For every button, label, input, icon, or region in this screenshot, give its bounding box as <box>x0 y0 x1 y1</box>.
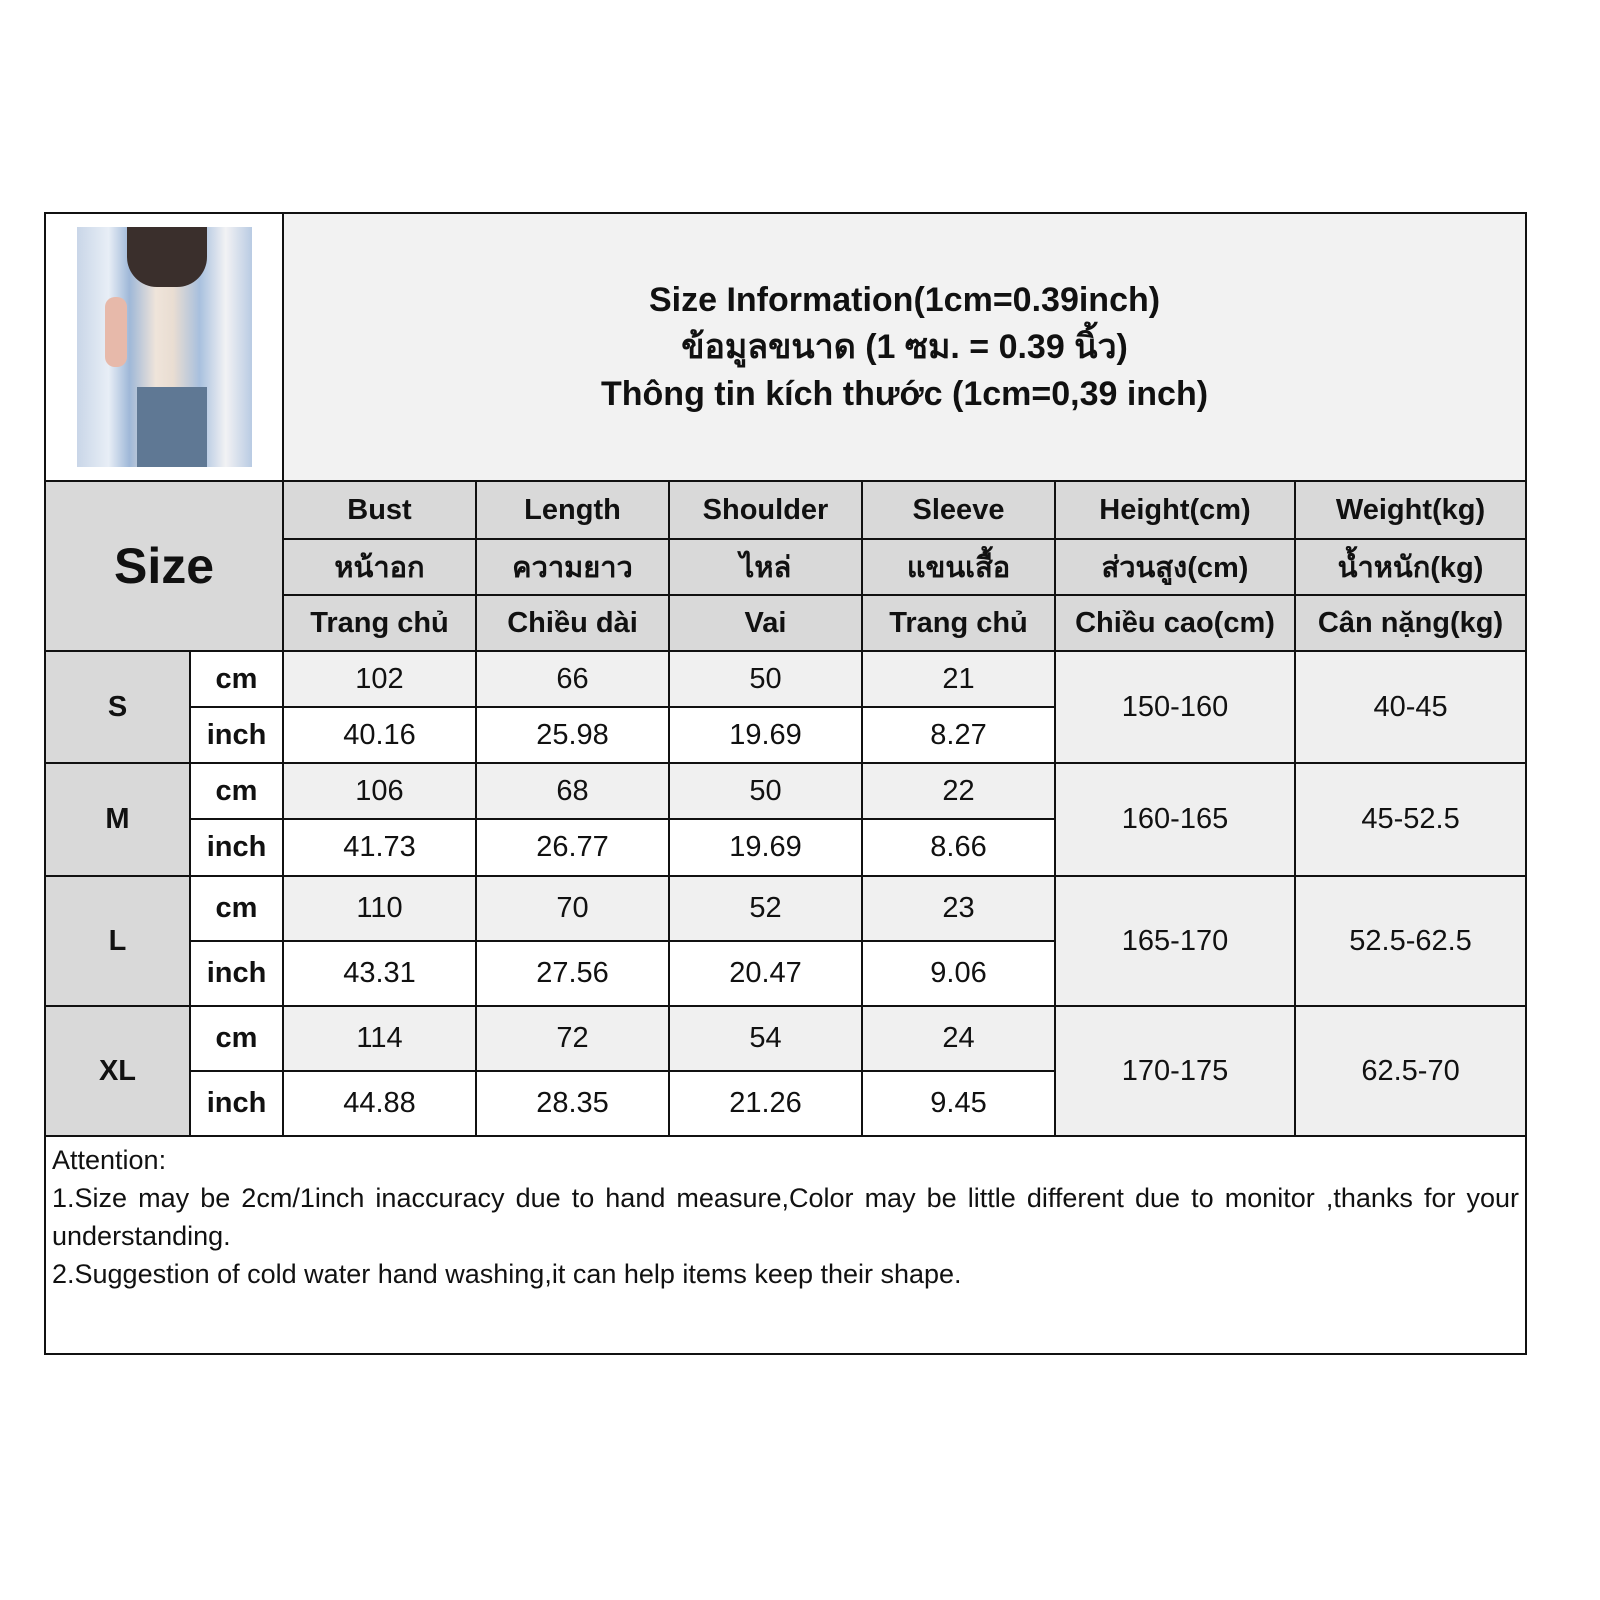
unit-label: inch <box>189 1070 284 1137</box>
header-row-th: หน้าอก ความยาว ไหล่ แขนเสื้อ ส่วนสูง(cm) น้ำห… <box>45 538 1528 596</box>
size-row-L-inch: inch 43.31 27.56 20.47 9.06 <box>45 940 1526 1007</box>
unit-label: cm <box>189 875 284 942</box>
size-row-S-inch: inch 40.16 25.98 19.69 8.27 <box>45 706 1526 764</box>
unit-label: cm <box>189 1005 284 1072</box>
measurement-cell: 44.88 <box>282 1070 477 1137</box>
column-header: Weight(kg) <box>1293 480 1528 540</box>
measurement-cell: 43.31 <box>282 940 477 1007</box>
measurement-cell: 21 <box>861 650 1056 708</box>
measurement-cell: 70 <box>475 875 670 942</box>
column-header: ไหล่ <box>668 538 863 596</box>
measurement-cell: 19.69 <box>668 706 863 764</box>
measurement-cell: 8.27 <box>861 706 1056 764</box>
column-header: Trang chủ <box>861 594 1056 652</box>
unit-label: cm <box>189 762 284 820</box>
column-header: ความยาว <box>475 538 670 596</box>
column-header: Height(cm) <box>1054 480 1296 540</box>
measurement-cell: 9.06 <box>861 940 1056 1007</box>
measurement-cell: 66 <box>475 650 670 708</box>
measurement-cell: 102 <box>282 650 477 708</box>
column-header: หน้าอก <box>282 538 477 596</box>
measurement-cell: 19.69 <box>668 818 863 877</box>
height-range: 170-175 <box>1054 1005 1296 1137</box>
size-row-M-inch: inch 41.73 26.77 19.69 8.66 <box>45 818 1526 877</box>
measurement-cell: 20.47 <box>668 940 863 1007</box>
height-range: 165-170 <box>1054 875 1296 1007</box>
column-header: Length <box>475 480 670 540</box>
height-range: 150-160 <box>1054 650 1296 764</box>
height-range: 160-165 <box>1054 762 1296 877</box>
unit-label: inch <box>189 940 284 1007</box>
product-photo <box>76 227 252 467</box>
column-header: ส่วนสูง(cm) <box>1054 538 1296 596</box>
measurement-cell: 52 <box>668 875 863 942</box>
attention-heading: Attention: <box>52 1145 167 1175</box>
column-header: แขนเสื้อ <box>861 538 1056 596</box>
attention-row: Attention: 1.Size may be 2cm/1inch inaccu… <box>43 1135 1528 1355</box>
column-header: Vai <box>668 594 863 652</box>
attention-notes: Attention: 1.Size may be 2cm/1inch inaccu… <box>43 1135 1528 1355</box>
size-row-XL-cm: XL cm 114 72 54 24 170-175 62.5-70 <box>44 1005 1528 1137</box>
unit-label: cm <box>189 650 284 708</box>
measurement-cell: 50 <box>668 650 863 708</box>
measurement-cell: 41.73 <box>282 818 477 877</box>
size-label: S <box>44 650 191 764</box>
measurement-cell: 54 <box>668 1005 863 1072</box>
unit-label: inch <box>189 818 284 877</box>
size-label: M <box>44 762 191 877</box>
column-header: Chiều dài <box>475 594 670 652</box>
size-chart-table: Size Information(1cm=0.39inch) ข้อมูลขนา… <box>43 212 1528 1355</box>
column-header: Cân nặng(kg) <box>1293 594 1528 652</box>
measurement-cell: 26.77 <box>475 818 670 877</box>
measurement-cell: 40.16 <box>282 706 477 764</box>
column-header: Shoulder <box>668 480 863 540</box>
weight-range: 40-45 <box>1293 650 1528 764</box>
column-header: Sleeve <box>861 480 1056 540</box>
weight-range: 62.5-70 <box>1293 1005 1528 1137</box>
measurement-cell: 27.56 <box>475 940 670 1007</box>
attention-note: 1.Size may be 2cm/1inch inaccuracy due t… <box>52 1183 1520 1251</box>
size-header: Size <box>44 480 284 652</box>
measurement-cell: 106 <box>282 762 477 820</box>
measurement-cell: 8.66 <box>861 818 1056 877</box>
measurement-cell: 50 <box>668 762 863 820</box>
weight-range: 45-52.5 <box>1293 762 1528 877</box>
title-english: Size Information(1cm=0.39inch) <box>648 280 1161 319</box>
column-header: Chiều cao(cm) <box>1054 594 1296 652</box>
size-label: XL <box>44 1005 191 1137</box>
measurement-cell: 72 <box>475 1005 670 1072</box>
column-header: Trang chủ <box>282 594 477 652</box>
unit-label: inch <box>189 706 284 764</box>
title-cell: Size Information(1cm=0.39inch) ข้อมูลขนา… <box>281 212 1528 482</box>
measurement-cell: 28.35 <box>475 1070 670 1137</box>
size-row-XL-inch: inch 44.88 28.35 21.26 9.45 <box>45 1070 1526 1137</box>
weight-range: 52.5-62.5 <box>1293 875 1528 1007</box>
measurement-cell: 114 <box>282 1005 477 1072</box>
product-image-cell <box>44 212 284 482</box>
column-header: Bust <box>282 480 477 540</box>
column-header: น้ำหนัก(kg) <box>1293 538 1528 596</box>
title-thai: ข้อมูลขนาด (1 ซม. = 0.39 นิ้ว) <box>681 327 1128 366</box>
measurement-cell: 22 <box>861 762 1056 820</box>
measurement-cell: 24 <box>861 1005 1056 1072</box>
measurement-cell: 23 <box>861 875 1056 942</box>
header-row-en: Size Bust Length Shoulder Sleeve Height(cm) We… <box>44 480 1528 652</box>
measurement-cell: 110 <box>282 875 477 942</box>
size-label: L <box>44 875 191 1007</box>
header-row-vi: Trang chủ Chiều dài Vai Trang chủ Chiều cao(… <box>45 594 1528 652</box>
measurement-cell: 25.98 <box>475 706 670 764</box>
measurement-cell: 21.26 <box>668 1070 863 1137</box>
measurement-cell: 9.45 <box>861 1070 1056 1137</box>
title-vietnamese: Thông tin kích thước (1cm=0,39 inch) <box>601 374 1209 413</box>
attention-note: 2.Suggestion of cold water hand washing,… <box>52 1259 962 1289</box>
measurement-cell: 68 <box>475 762 670 820</box>
